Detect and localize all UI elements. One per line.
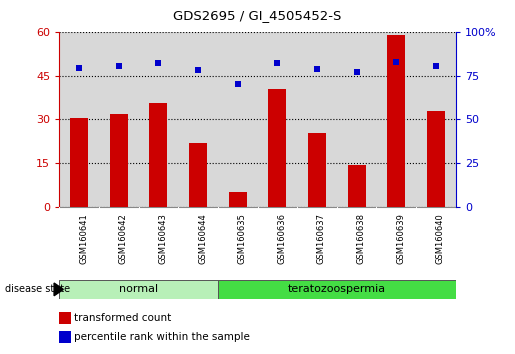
Bar bbox=[268, 89, 286, 207]
Point bbox=[75, 65, 83, 70]
Bar bbox=[149, 103, 167, 207]
Text: GDS2695 / GI_4505452-S: GDS2695 / GI_4505452-S bbox=[174, 9, 341, 22]
Bar bbox=[59, 312, 71, 324]
Text: teratozoospermia: teratozoospermia bbox=[288, 284, 386, 295]
Bar bbox=[387, 35, 405, 207]
Text: GSM160640: GSM160640 bbox=[436, 213, 445, 263]
Point bbox=[432, 63, 440, 69]
Bar bbox=[59, 331, 71, 343]
Point bbox=[233, 81, 242, 86]
Point bbox=[313, 66, 321, 72]
Point bbox=[114, 63, 123, 69]
Bar bbox=[59, 280, 218, 299]
Text: GSM160638: GSM160638 bbox=[356, 213, 366, 264]
Text: GSM160643: GSM160643 bbox=[159, 213, 167, 264]
Point bbox=[273, 61, 281, 66]
Point bbox=[194, 68, 202, 73]
Text: GSM160637: GSM160637 bbox=[317, 213, 326, 264]
Point bbox=[352, 69, 360, 75]
Bar bbox=[189, 143, 207, 207]
Bar bbox=[308, 133, 326, 207]
Polygon shape bbox=[54, 283, 63, 296]
Text: GSM160642: GSM160642 bbox=[118, 213, 128, 263]
Bar bbox=[110, 114, 128, 207]
Bar bbox=[70, 118, 88, 207]
Text: GSM160644: GSM160644 bbox=[198, 213, 207, 263]
Bar bbox=[348, 165, 366, 207]
Text: GSM160639: GSM160639 bbox=[397, 213, 405, 264]
Bar bbox=[229, 193, 247, 207]
Point bbox=[154, 61, 162, 66]
Bar bbox=[427, 111, 445, 207]
Text: GSM160635: GSM160635 bbox=[238, 213, 247, 264]
Bar bbox=[218, 280, 456, 299]
Text: normal: normal bbox=[119, 284, 158, 295]
Text: disease state: disease state bbox=[5, 284, 70, 295]
Text: transformed count: transformed count bbox=[74, 313, 171, 323]
Text: GSM160636: GSM160636 bbox=[277, 213, 286, 264]
Point bbox=[392, 59, 401, 64]
Text: GSM160641: GSM160641 bbox=[79, 213, 88, 263]
Text: percentile rank within the sample: percentile rank within the sample bbox=[74, 332, 249, 342]
